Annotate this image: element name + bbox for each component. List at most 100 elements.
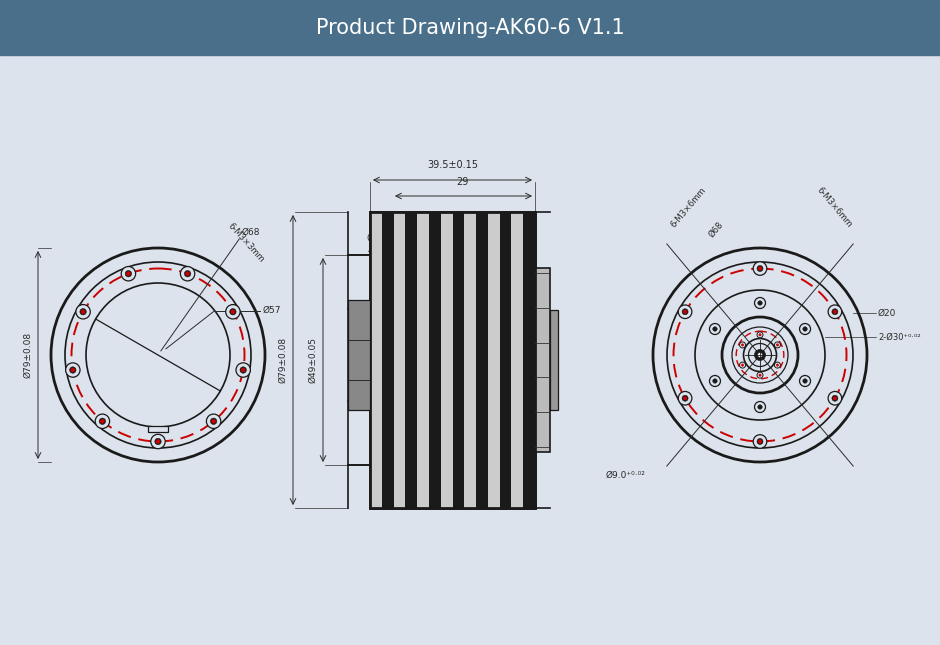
Circle shape [740,342,745,348]
Bar [370,212,535,508]
Circle shape [757,266,763,272]
Text: Product Drawing-AK60-6 V1.1: Product Drawing-AK60-6 V1.1 [316,18,624,38]
Circle shape [776,344,778,346]
Circle shape [95,414,110,428]
Circle shape [759,266,761,270]
Text: 2-Ø30⁺⁰·⁰²: 2-Ø30⁺⁰·⁰² [878,333,920,341]
Circle shape [80,308,86,315]
Bar [535,268,550,452]
Bar [348,255,370,465]
Circle shape [66,363,80,377]
Circle shape [828,392,841,405]
Circle shape [759,374,761,377]
Circle shape [155,439,161,444]
Circle shape [70,368,75,372]
Bar [394,212,405,508]
Circle shape [710,324,720,335]
Circle shape [832,309,838,315]
Bar [370,212,382,508]
Circle shape [828,305,841,319]
Circle shape [755,401,765,413]
Circle shape [759,440,761,443]
Text: 29: 29 [456,177,469,187]
Circle shape [753,262,767,275]
Circle shape [185,272,190,275]
Bar [0,0,940,55]
Circle shape [184,270,191,277]
Circle shape [156,439,160,444]
Circle shape [679,305,692,319]
Circle shape [126,272,131,275]
Circle shape [710,375,720,386]
Bar [441,212,452,508]
Circle shape [683,310,687,313]
Circle shape [682,395,688,401]
Circle shape [775,342,780,348]
Circle shape [121,266,135,281]
Circle shape [742,364,744,366]
Circle shape [758,301,762,305]
Text: Ø49±0.05: Ø49±0.05 [308,337,318,383]
Bar [488,212,500,508]
Text: Ø79±0.08: Ø79±0.08 [278,337,288,383]
Text: Ø25⁰₋₀.₀₂: Ø25⁰₋₀.₀₂ [351,357,360,393]
Circle shape [800,324,810,335]
Circle shape [713,327,717,331]
Circle shape [100,418,105,424]
Bar [464,212,476,508]
Text: Ø68: Ø68 [707,221,725,239]
Circle shape [758,353,762,357]
Circle shape [81,310,86,313]
Circle shape [759,333,761,336]
Circle shape [800,375,810,386]
Text: Ø57: Ø57 [263,306,281,315]
Text: 6-M3×3mm: 6-M3×3mm [226,221,266,264]
Circle shape [757,332,763,338]
Circle shape [231,310,235,313]
Circle shape [683,397,687,400]
Circle shape [776,364,778,366]
Bar [550,310,558,410]
Circle shape [755,350,765,361]
Circle shape [757,372,763,378]
Text: 6-M3×6mm: 6-M3×6mm [669,185,708,229]
Circle shape [70,367,76,373]
Circle shape [757,439,763,444]
Circle shape [775,362,780,368]
Circle shape [180,266,195,281]
Circle shape [229,308,236,315]
Bar [417,212,429,508]
Circle shape [125,270,132,277]
Circle shape [76,304,90,319]
Circle shape [803,379,807,383]
Circle shape [753,435,767,448]
Circle shape [833,397,837,400]
Bar [148,426,168,432]
Text: 6-M3×6mm: 6-M3×6mm [815,185,854,229]
Circle shape [758,405,762,409]
Text: Ø79±0.08: Ø79±0.08 [24,332,33,378]
Bar [511,212,524,508]
Circle shape [211,418,217,424]
Circle shape [682,309,688,315]
Text: 0.5: 0.5 [367,234,382,243]
Circle shape [740,362,745,368]
Text: 39.5±0.15: 39.5±0.15 [427,160,478,170]
Circle shape [207,414,221,428]
Circle shape [713,379,717,383]
Circle shape [742,344,744,346]
Circle shape [212,419,215,423]
Circle shape [833,310,837,313]
Circle shape [101,419,104,423]
Text: Ø9.0⁺⁰·⁰²: Ø9.0⁺⁰·⁰² [605,470,645,479]
Circle shape [803,327,807,331]
Circle shape [832,395,838,401]
Bar [370,212,535,508]
Circle shape [150,434,165,449]
Text: Ø20: Ø20 [878,308,897,317]
Text: Ø68: Ø68 [242,228,259,237]
Bar [348,300,370,410]
Circle shape [679,392,692,405]
Circle shape [242,368,245,372]
Text: 1.5: 1.5 [374,217,388,226]
